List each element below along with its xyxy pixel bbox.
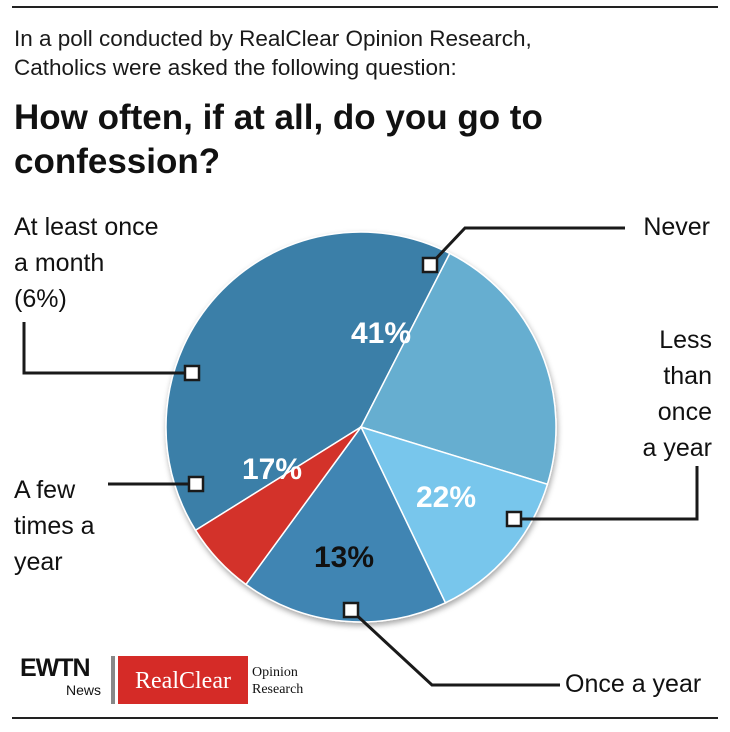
leader-marker-less [505,510,523,528]
label-less-than-once-a-year: Less than once a year [643,322,712,466]
value-label-few: 17% [242,453,302,486]
label-at-least-once-a-month: At least once a month (6%) [14,209,159,317]
label-less-line-4: a year [642,434,712,462]
question-title: How often, if at all, do you go to confe… [14,96,714,184]
label-month-line-3: (6%) [14,285,67,313]
opinion-research-text: Opinion Research [252,664,303,698]
value-label-once: 13% [314,541,374,574]
value-label-never: 41% [351,317,411,350]
top-rule [12,6,718,8]
pie-slice-once [359,425,549,604]
label-few-line-1: A few [14,476,76,504]
realclear-text: RealClear [135,668,231,694]
label-a-few-times-a-year: A few times a year [14,472,95,580]
leader-marker-month [183,364,201,382]
intro-text: In a poll conducted by RealClear Opinion… [14,24,714,82]
research-word: Research [252,682,304,697]
pie-slice-never [165,231,451,532]
leader-line-once [349,608,560,687]
leader-marker-once [342,601,360,619]
bottom-rule [12,717,718,719]
intro-line-1: In a poll conducted by RealClear Opinion… [14,26,532,51]
realclear-logo: RealClear [115,656,248,704]
pie-slice-less [359,252,557,486]
leader-line-never [428,226,625,267]
label-less-line-1: Less [659,326,712,354]
pie-slice-few [244,425,447,623]
label-month-line-1: At least once [14,213,159,241]
label-few-line-3: year [14,548,63,576]
intro-line-2: Catholics were asked the following quest… [14,55,457,80]
label-once-a-year: Once a year [565,670,702,698]
label-less-line-2: than [663,362,712,390]
question-line-2: confession? [14,142,221,181]
label-never: Never [643,213,710,241]
label-few-line-2: times a [14,512,95,540]
opinion-word: Opinion [252,665,298,680]
leader-marker-never [421,256,439,274]
ewtn-news-text: News [66,682,102,698]
ewtn-logo: EWTN [20,654,91,682]
label-less-line-3: once [657,398,712,426]
leader-marker-few [187,475,205,493]
label-month-line-2: a month [14,249,105,277]
question-line-1: How often, if at all, do you go to [14,98,543,137]
leader-line-month [22,322,192,375]
pie-slice-month [194,426,362,586]
value-label-less: 22% [416,481,476,514]
branding: EWTN News RealClear Opinion Research [20,654,320,706]
leader-line-less [514,466,699,521]
